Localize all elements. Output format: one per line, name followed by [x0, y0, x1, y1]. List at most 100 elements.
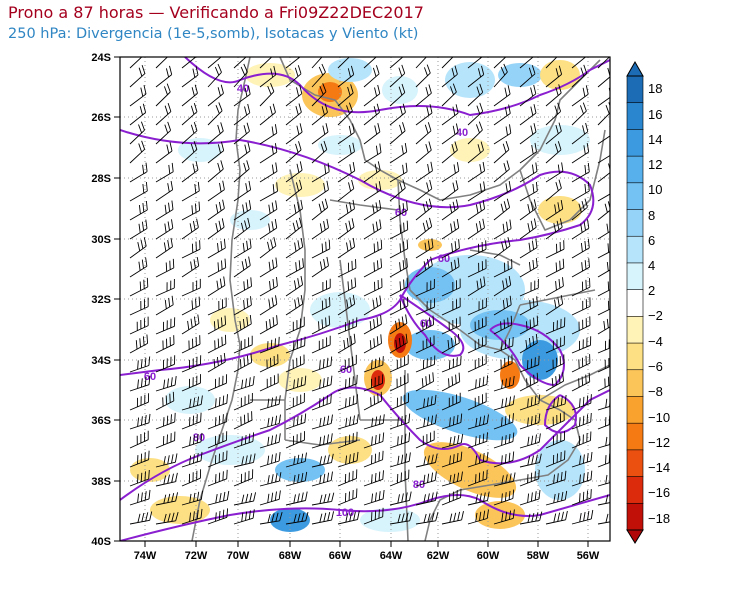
wind-barb: [467, 432, 488, 449]
wind-barb: [259, 162, 278, 183]
lon-label: 56W: [577, 550, 600, 562]
wind-barb: [129, 469, 150, 487]
wind-barb: [233, 411, 253, 430]
wind-barb: [415, 122, 432, 145]
colorbar-label: 18: [648, 81, 662, 96]
wind-barb: [467, 276, 486, 297]
wind-barb: [337, 84, 354, 107]
wind-barb: [233, 200, 252, 221]
wind-barb: [363, 356, 384, 373]
colorbar-swatch: [626, 422, 644, 451]
isotach-label: 60: [438, 253, 450, 265]
wind-barb: [233, 85, 251, 107]
wind-barb: [285, 413, 307, 430]
wind-barb: [597, 494, 610, 506]
wind-barb: [519, 278, 539, 297]
wind-barb: [363, 65, 380, 88]
wind-barb: [597, 474, 610, 487]
wind-barb: [363, 470, 384, 487]
wind-barb: [207, 199, 225, 221]
isotach-label: 40: [237, 83, 249, 95]
wind-barb: [311, 335, 331, 354]
wind-barb: [571, 258, 590, 278]
wind-barb: [207, 374, 228, 392]
wind-barb: [389, 122, 406, 145]
colorbar-label: 14: [648, 132, 662, 147]
wind-barb: [337, 142, 355, 164]
wind-barb: [389, 143, 408, 164]
wind-barb: [181, 355, 202, 373]
wind-barb: [415, 471, 437, 487]
wind-barb: [363, 122, 381, 145]
wind-barb: [415, 198, 433, 221]
wind-barb: [233, 57, 247, 69]
wind-barb: [571, 219, 590, 240]
wind-barb: [363, 219, 382, 240]
wind-barb: [207, 239, 226, 259]
wind-barb: [285, 511, 309, 525]
wind-barb: [311, 256, 329, 278]
wind-barb: [207, 141, 225, 164]
wind-barb: [493, 237, 511, 259]
wind-barb: [155, 102, 172, 126]
wind-barb: [181, 140, 198, 164]
wind-barb: [155, 180, 174, 202]
wind-barb: [129, 85, 147, 107]
wind-barb: [389, 103, 406, 126]
wind-barb: [181, 201, 201, 221]
colorbar-label: 12: [648, 157, 662, 172]
wind-barb: [441, 355, 462, 373]
wind-barb: [597, 126, 610, 145]
colorbar-swatch: [626, 129, 644, 157]
wind-barb: [467, 199, 486, 221]
wind-barb: [259, 511, 283, 525]
wind-barb: [467, 335, 487, 354]
wind-barb: [467, 102, 484, 126]
wind-barb: [519, 199, 537, 221]
wind-barb: [181, 278, 201, 297]
wind-barb: [337, 354, 357, 373]
wind-barb: [285, 295, 304, 316]
colorbar-top-arrow: [626, 60, 644, 77]
wind-barb: [155, 317, 176, 335]
wind-barb: [571, 372, 591, 392]
wind-barb: [363, 391, 383, 411]
wind-barb: [493, 57, 507, 69]
wind-barb: [129, 430, 149, 449]
wind-barb: [493, 63, 508, 88]
wind-barb: [207, 352, 226, 373]
wind-barb: [571, 238, 590, 259]
wind-barb: [311, 492, 335, 506]
wind-barb: [233, 122, 250, 145]
wind-barb: [415, 511, 439, 525]
wind-barb: [311, 278, 331, 297]
wind-barb: [155, 237, 173, 259]
wind-barb: [285, 471, 308, 487]
wind-barb: [129, 57, 143, 69]
wind-barb: [207, 84, 224, 107]
wind-barb: [519, 372, 539, 392]
wind-barb: [415, 414, 437, 430]
wind-barb: [415, 372, 434, 392]
wind-barb: [389, 258, 408, 278]
wind-barb: [337, 218, 355, 240]
wind-barb: [311, 57, 323, 69]
wind-barb: [415, 394, 437, 411]
wind-barb: [467, 259, 487, 278]
wind-barb: [337, 199, 355, 221]
colorbar-swatch: [626, 316, 644, 344]
lon-label: 64W: [380, 550, 403, 562]
wind-barb: [285, 238, 304, 259]
wind-barb: [129, 511, 153, 525]
lat-label: 36S: [91, 415, 111, 427]
wind-barb: [441, 297, 461, 316]
lon-label: 60W: [477, 550, 500, 562]
wind-barb: [441, 413, 463, 430]
wind-barb: [415, 335, 435, 354]
wind-barb: [441, 488, 462, 506]
wind-barb: [259, 124, 278, 145]
lat-label: 30S: [91, 234, 111, 246]
wind-barb: [467, 181, 486, 202]
wind-barb: [441, 180, 459, 202]
wind-barb: [363, 181, 382, 202]
